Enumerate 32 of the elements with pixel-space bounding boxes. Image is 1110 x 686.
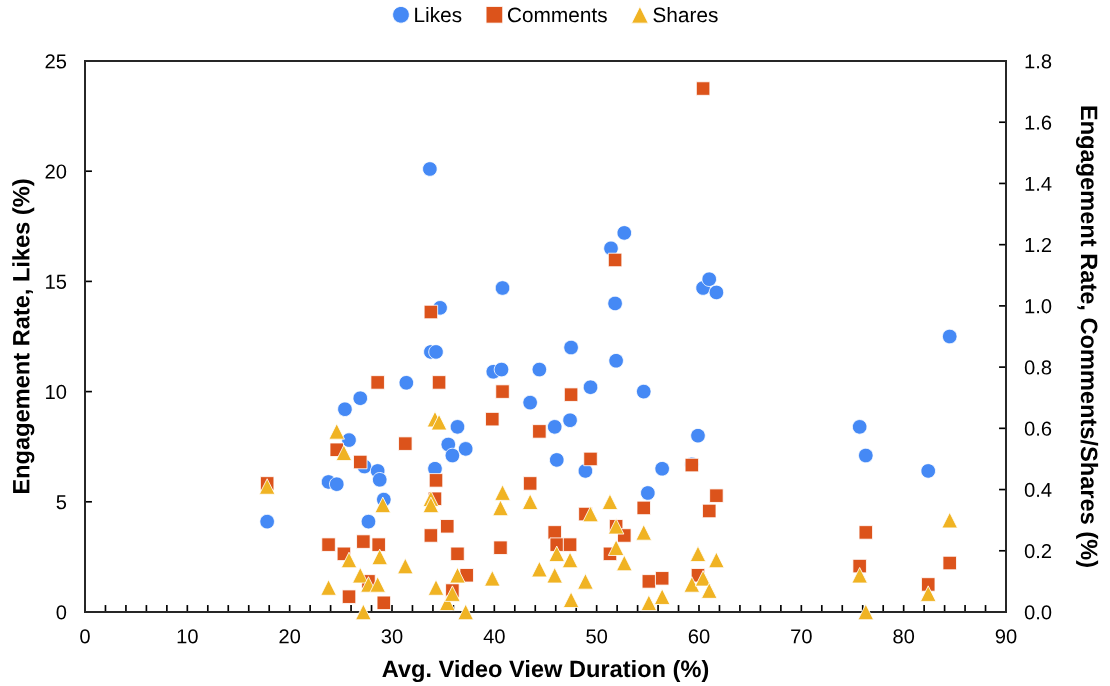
x-tick-label: 40 bbox=[483, 629, 505, 644]
x-tick-label: 50 bbox=[586, 629, 608, 644]
y2-tick-label: 1.4 bbox=[1025, 176, 1052, 191]
y-tick-label: 25 bbox=[45, 54, 67, 69]
x-tick-label: 80 bbox=[893, 629, 915, 644]
y2-tick-label: 1.8 bbox=[1025, 54, 1052, 69]
y2-tick-label: 1.6 bbox=[1025, 115, 1052, 130]
y-tick-label: 20 bbox=[45, 164, 67, 179]
y2-tick-label: 1.0 bbox=[1025, 299, 1052, 314]
y2-tick-label: 0.8 bbox=[1024, 360, 1052, 375]
y-tick-label: 5 bbox=[56, 495, 67, 510]
legend-label: Likes bbox=[415, 6, 462, 23]
legend-label: Shares bbox=[653, 6, 718, 23]
x-tick-label: 0 bbox=[80, 629, 90, 644]
x-tick-label: 10 bbox=[177, 629, 198, 644]
x-axis-title: Avg. Video View Duration (%) bbox=[382, 659, 709, 683]
x-tick-label: 70 bbox=[791, 629, 812, 644]
y-tick-label: 10 bbox=[46, 384, 67, 400]
y2-tick-label: 0.2 bbox=[1024, 544, 1052, 559]
y-tick-label: 15 bbox=[46, 274, 67, 289]
y-axis-title: Engagement Rate, Likes (%) bbox=[12, 179, 35, 494]
x-tick-label: 60 bbox=[688, 629, 710, 644]
y2-tick-label: 0.0 bbox=[1024, 605, 1052, 620]
x-tick-label: 90 bbox=[995, 629, 1017, 644]
y2-tick-label: 1.2 bbox=[1025, 237, 1052, 252]
x-tick-label: 20 bbox=[279, 629, 301, 644]
legend-label: Comments bbox=[507, 7, 607, 23]
y2-axis-title: Engagement Rate, Comments/Shares (%) bbox=[1075, 106, 1099, 567]
x-tick-label: 30 bbox=[381, 629, 403, 644]
y-tick-label: 0 bbox=[56, 605, 67, 620]
y2-tick-label: 0.6 bbox=[1024, 421, 1052, 436]
y2-tick-label: 0.4 bbox=[1024, 482, 1052, 498]
